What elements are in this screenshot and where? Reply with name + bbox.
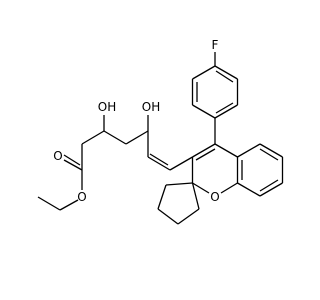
- atom-label: OH: [98, 100, 116, 114]
- atom-label: F: [212, 38, 219, 52]
- atom-label: OH: [142, 100, 160, 114]
- atom-label: O: [210, 190, 219, 204]
- atom-label: O: [77, 190, 86, 204]
- atom-label: O: [53, 149, 62, 163]
- structure-diagram: F OH OH O O O: [37, 38, 284, 225]
- bonds: [37, 52, 284, 225]
- atom-labels: F OH OH O O O: [53, 38, 219, 204]
